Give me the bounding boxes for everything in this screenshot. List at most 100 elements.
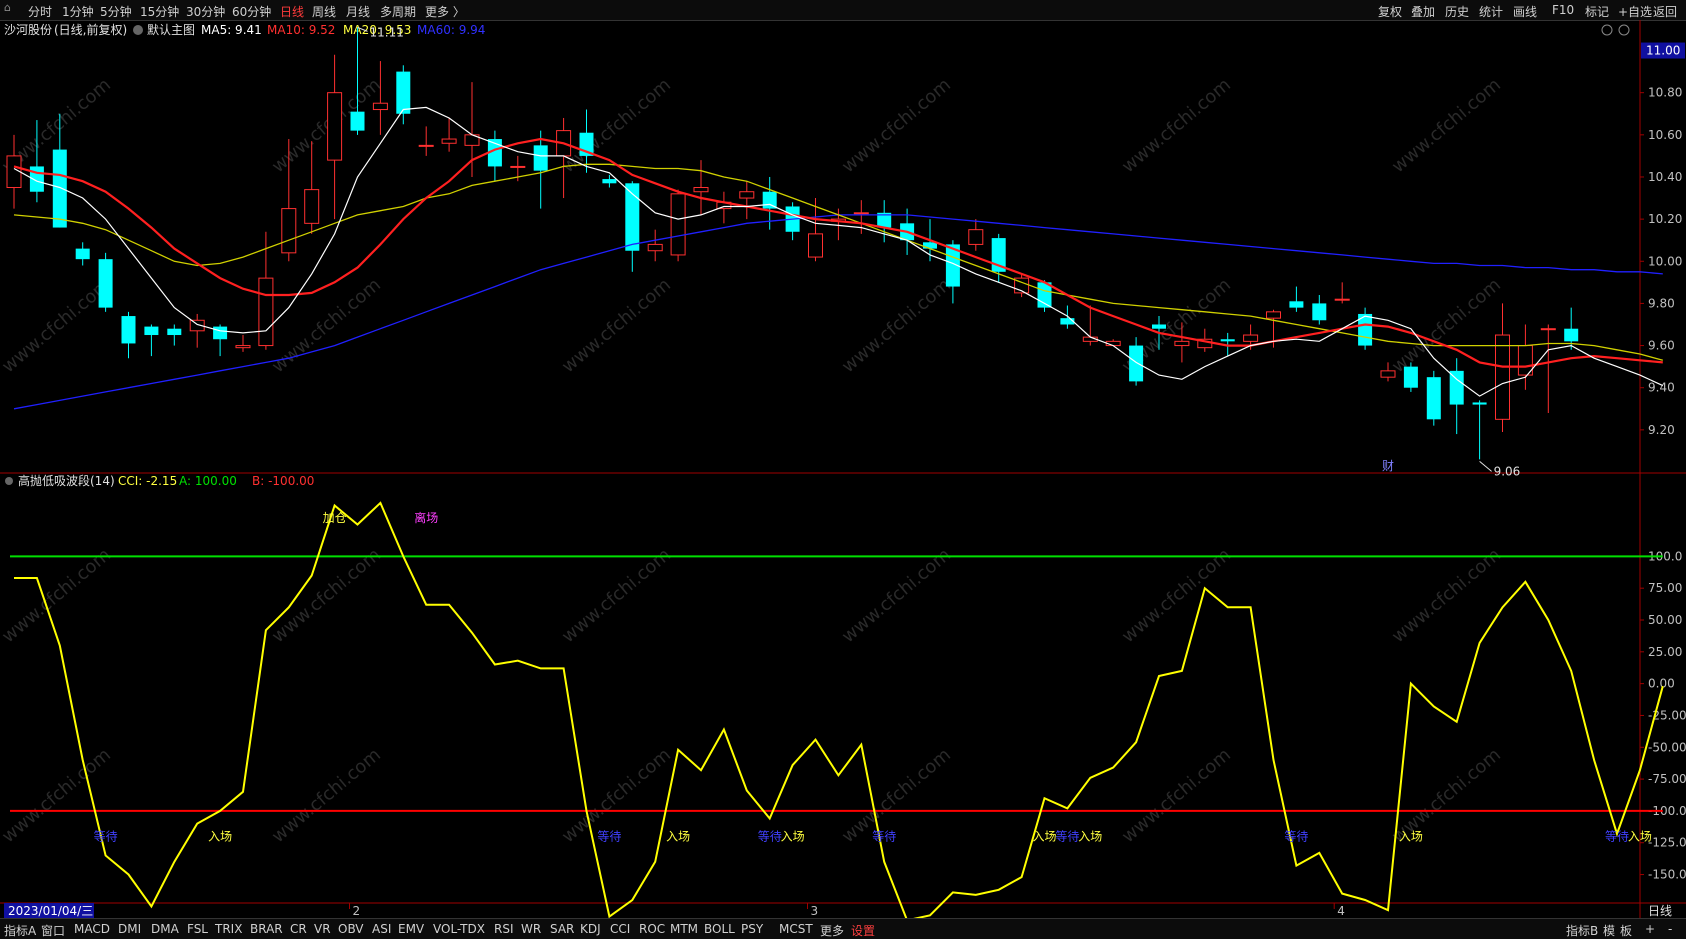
indicator-tab-12[interactable]: EMV <box>398 922 425 936</box>
indicator-tab-21[interactable]: BOLL <box>704 922 735 936</box>
indicator-tab-20[interactable]: MTM <box>670 922 699 936</box>
indicator-value-3: B: -100.00 <box>252 474 314 488</box>
menu-icon[interactable]: ⌂ <box>4 1 11 14</box>
indicator-tab-16[interactable]: SAR <box>550 922 575 936</box>
candle-body-4 <box>98 259 113 308</box>
indicator-tab-18[interactable]: CCI <box>610 922 631 936</box>
ma-label-4: MA60: 9.94 <box>417 23 485 37</box>
price-tick-label: 10.40 <box>1648 170 1682 184</box>
indicator-tab-17[interactable]: KDJ <box>580 922 601 936</box>
period-tab-3[interactable]: 15分钟 <box>140 5 180 19</box>
period-tab-8[interactable]: 月线 <box>346 5 371 19</box>
toolbar-right-tab-2[interactable]: 历史 <box>1445 5 1470 19</box>
ma-label-3: MA20: 9.53 <box>343 23 411 37</box>
top-toolbar: ⌂ 分时 1分钟 5分钟 15分钟 30分钟 60分钟 日线 周线 月线 多周期 更多 〉 复权 叠加… <box>0 0 1686 21</box>
candle-body-5 <box>121 316 136 344</box>
candle-body-58 <box>1334 298 1350 301</box>
indicator-tab-9[interactable]: VR <box>314 922 331 936</box>
candle-body-55 <box>1266 311 1281 319</box>
indicator-tab-24[interactable]: 更多 <box>820 924 845 938</box>
indicator-tab-6[interactable]: TRIX <box>215 922 243 936</box>
signal-annotation-5: 入场 <box>666 829 690 843</box>
period-tab-0[interactable]: 分时 <box>28 5 53 19</box>
period-tab-6[interactable]: 日线 <box>280 5 305 19</box>
indicator-tab-4[interactable]: DMA <box>151 922 179 936</box>
signal-annotation-6: 等待 <box>758 829 782 843</box>
expand-icon[interactable] <box>1618 24 1630 36</box>
indicator-name: 高抛低吸波段(14) <box>18 473 115 488</box>
period-tab-1[interactable]: 1分钟 <box>62 5 94 19</box>
indicator-tab-8[interactable]: CR <box>290 922 307 936</box>
indicator-right-tab-1[interactable]: 模 <box>1603 924 1616 938</box>
candle-body-41 <box>945 244 960 287</box>
period-tab-7[interactable]: 周线 <box>312 5 337 19</box>
toolbar-right-tab-1[interactable]: 叠加 <box>1411 5 1436 19</box>
indicator-tab-0[interactable]: 指标A <box>4 924 37 938</box>
indicator-tick-label: 100.0 <box>1648 549 1682 563</box>
indicator-menu-icon[interactable] <box>5 477 13 485</box>
indicator-tab-5[interactable]: FSL <box>187 922 208 936</box>
high-pointer <box>357 26 368 32</box>
indicator-tab-11[interactable]: ASI <box>372 922 392 936</box>
indicator-tab-15[interactable]: WR <box>521 922 542 936</box>
toolbar-right-tab-6[interactable]: 标记 <box>1585 5 1610 19</box>
indicator-tab-1[interactable]: 窗口 <box>41 924 66 938</box>
signal-annotation-10: 等待 <box>1055 829 1079 843</box>
month-label-1: 3 <box>811 904 819 918</box>
indicator-tab-19[interactable]: ROC <box>639 922 666 936</box>
indicator-tick-label: 50.00 <box>1648 613 1682 627</box>
ma20-line <box>13 163 1663 361</box>
candle-body-11 <box>258 277 274 347</box>
candle-body-9 <box>213 326 228 340</box>
month-label-2: 4 <box>1337 904 1345 918</box>
period-tab-10[interactable]: 更多 〉 <box>425 5 465 19</box>
indicator-tab-13[interactable]: VOL-TDX <box>433 922 485 936</box>
toolbar-right-tab-5[interactable]: F10 <box>1552 3 1575 17</box>
indicator-tab-14[interactable]: RSI <box>494 922 514 936</box>
toolbar-right-tab-4[interactable]: 画线 <box>1513 5 1538 19</box>
watermark-text-12: www.cfchi.com <box>0 544 115 647</box>
indicator-right-tab-2[interactable]: 板 <box>1620 924 1633 938</box>
indicator-tab-23[interactable]: MCST <box>779 922 813 936</box>
toolbar-right-tab-3[interactable]: 统计 <box>1479 5 1504 19</box>
indicator-tab-3[interactable]: DMI <box>118 922 142 936</box>
candle-body-26 <box>602 179 617 184</box>
indicator-right-tab-4[interactable]: - <box>1668 922 1673 936</box>
signal-annotation-1: 离场 <box>414 510 438 525</box>
period-tab-4[interactable]: 30分钟 <box>186 5 226 19</box>
ma-label-2: MA10: 9.52 <box>267 23 335 37</box>
watermark-text-7: www.cfchi.com <box>268 274 385 377</box>
theme-dropdown-icon[interactable] <box>133 25 143 35</box>
signal-annotation-11: 入场 <box>1078 829 1102 843</box>
candle-body-56 <box>1289 301 1304 308</box>
candle-body-38 <box>877 212 892 228</box>
watermark-text-4: www.cfchi.com <box>1118 74 1235 177</box>
indicator-tab-25[interactable]: 设置 <box>851 924 876 938</box>
high-price-label: 11.11 <box>370 25 404 39</box>
ma-label-1: MA5: 9.41 <box>201 23 262 37</box>
bottom-toolbar: 指标A 窗口 MACD DMI DMA FSL TRIX BRAR CR VR OBV ASI EMV V… <box>0 918 1686 939</box>
candle-body-18 <box>418 144 434 147</box>
candle-body-50 <box>1152 324 1166 329</box>
candle-body-10 <box>235 345 251 349</box>
watermark-text-15: www.cfchi.com <box>838 544 955 647</box>
indicator-tab-22[interactable]: PSY <box>741 922 764 936</box>
settings-icon[interactable] <box>1601 24 1613 36</box>
candle-body-29 <box>670 193 686 256</box>
period-tab-5[interactable]: 60分钟 <box>232 5 272 19</box>
candle-body-62 <box>1426 377 1441 420</box>
indicator-tick-label: -100.0 <box>1648 804 1686 818</box>
indicator-tab-2[interactable]: MACD <box>74 922 110 936</box>
period-tab-2[interactable]: 5分钟 <box>100 5 132 19</box>
toolbar-right-tab-0[interactable]: 复权 <box>1378 5 1403 19</box>
indicator-tab-10[interactable]: OBV <box>338 922 364 936</box>
candle-body-53 <box>1220 339 1235 342</box>
toolbar-right-tab-7[interactable]: +自选 <box>1618 5 1653 19</box>
indicator-right-tab-3[interactable]: + <box>1645 922 1656 936</box>
toolbar-right-tab-8[interactable]: 返回 <box>1653 5 1678 19</box>
period-info: (日线,前复权) <box>54 22 127 37</box>
indicator-tab-7[interactable]: BRAR <box>250 922 283 936</box>
indicator-right-tab-0[interactable]: 指标B <box>1566 924 1599 938</box>
candle-body-27 <box>625 183 640 251</box>
period-tab-9[interactable]: 多周期 <box>380 5 417 19</box>
